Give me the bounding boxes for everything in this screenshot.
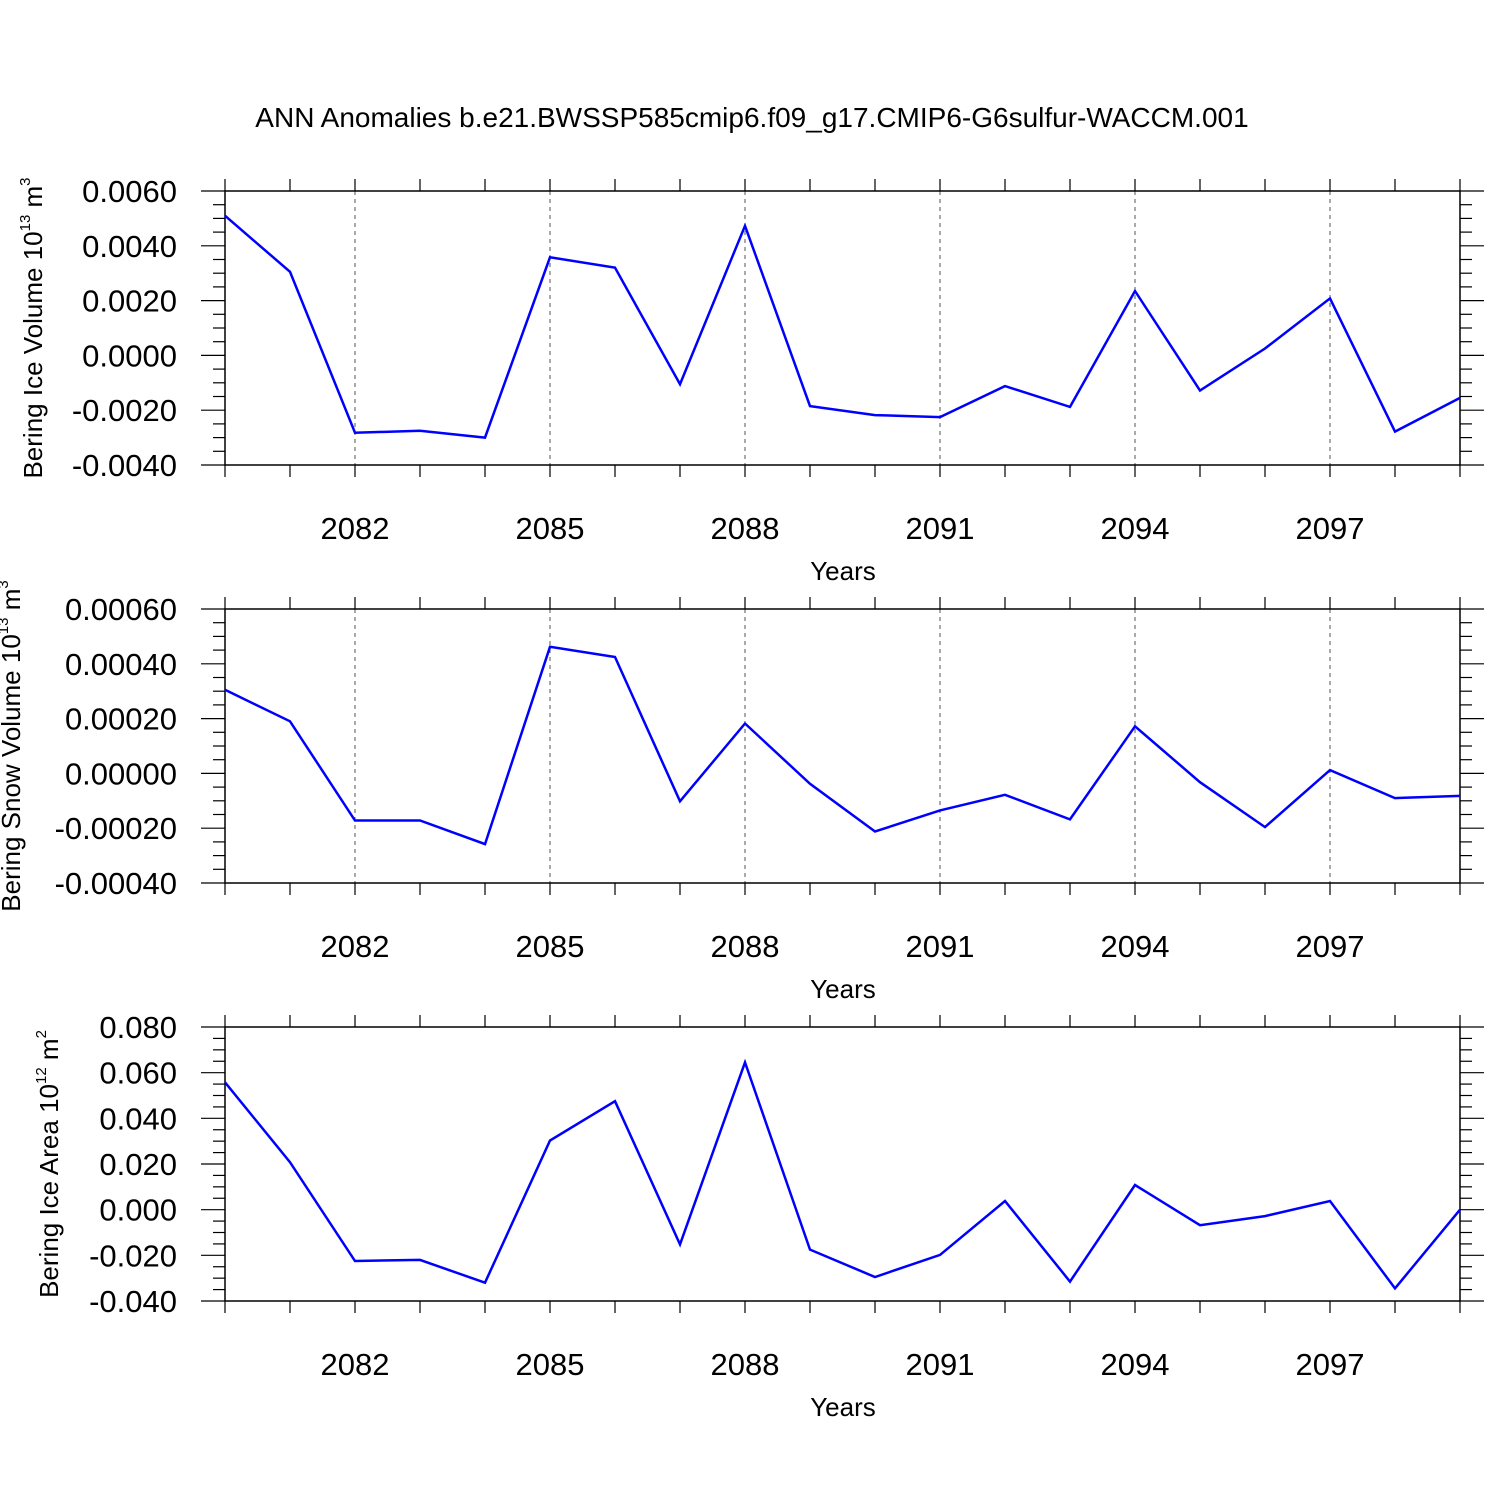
x-tick-label: 2088: [711, 511, 780, 546]
y-tick-label: 0.000: [99, 1193, 177, 1228]
y-tick-label: -0.00040: [55, 866, 177, 901]
x-tick-label: 2094: [1101, 929, 1170, 964]
y-tick-label: -0.0040: [72, 448, 177, 483]
y-axis-label-text: Bering Ice Volume 10: [18, 231, 48, 478]
x-tick-label: 2085: [516, 1347, 585, 1382]
x-tick-label: 2085: [516, 929, 585, 964]
y-tick-label: 0.00020: [65, 702, 177, 737]
y-axis-label-exponent: 13: [0, 618, 12, 635]
x-tick-label: 2094: [1101, 1347, 1170, 1382]
y-axis-label-text: Bering Snow Volume 10: [0, 634, 26, 912]
y-axis-label-unit: m: [18, 186, 48, 215]
x-tick-label: 2097: [1296, 1347, 1365, 1382]
y-tick-label: -0.00020: [55, 811, 177, 846]
x-tick-label: 2091: [906, 929, 975, 964]
figure-title: ANN Anomalies b.e21.BWSSP585cmip6.f09_g1…: [255, 102, 1248, 133]
plot-frame: [224, 1026, 1461, 1302]
y-tick-label: 0.00040: [65, 647, 177, 682]
y-tick-label: 0.0040: [82, 229, 177, 264]
chart-panel-3: -0.040 -0.020 0.000 0.020 0.040 0.060 0.080 208…: [33, 1010, 1484, 1422]
series-line: [224, 645, 1461, 846]
x-axis-label: Years: [810, 974, 876, 1004]
plot-frame: [224, 608, 1461, 884]
x-tick-label: 2097: [1296, 929, 1365, 964]
x-tick-label: 2091: [906, 511, 975, 546]
y-axis-label-unit-exponent: 3: [0, 580, 12, 588]
y-axis-label-unit: m: [0, 589, 26, 618]
x-axis-label: Years: [810, 1392, 876, 1422]
x-tick-label: 2091: [906, 1347, 975, 1382]
x-tick-label: 2082: [321, 929, 390, 964]
x-tick-label: 2082: [321, 511, 390, 546]
series-line: [224, 214, 1461, 439]
y-tick-label: -0.040: [89, 1284, 177, 1319]
y-axis-label-exponent: 13: [17, 215, 34, 232]
panels: -0.0040-0.00200.00000.00200.00400.006020…: [0, 174, 1484, 1422]
y-tick-label: 0.0000: [82, 338, 177, 373]
y-tick-label: 0.00000: [65, 756, 177, 791]
y-axis-label: Bering Snow Volume 1013 m3: [0, 580, 26, 911]
x-axis-label: Years: [810, 556, 876, 586]
y-tick-label: -0.0020: [72, 393, 177, 428]
x-tick-label: 2094: [1101, 511, 1170, 546]
y-axis-label-unit-exponent: 3: [17, 177, 34, 185]
y-tick-label: 0.020: [99, 1147, 177, 1182]
x-tick-label: 2085: [516, 511, 585, 546]
y-axis-label-unit-exponent: 2: [33, 1030, 50, 1038]
y-axis-label: Bering Ice Volume 1013 m3: [17, 177, 48, 478]
y-tick-label: 0.060: [99, 1056, 177, 1091]
y-axis-label: Bering Ice Area 1012 m2: [33, 1030, 64, 1298]
y-tick-label: 0.0020: [82, 284, 177, 319]
x-tick-label: 2088: [711, 929, 780, 964]
y-tick-label: 0.040: [99, 1101, 177, 1136]
y-axis-label-text: Bering Ice Area 10: [34, 1084, 64, 1298]
y-axis-label-unit: m: [34, 1038, 64, 1067]
x-tick-label: 2088: [711, 1347, 780, 1382]
series-line: [224, 1058, 1461, 1291]
y-axis-label-exponent: 12: [33, 1067, 50, 1084]
y-tick-label: 0.00060: [65, 592, 177, 627]
plot-frame: [224, 190, 1461, 466]
y-tick-label: 0.0060: [82, 174, 177, 209]
y-tick-label: 0.080: [99, 1010, 177, 1045]
chart-panel-2: -0.00040 -0.00020 0.00000 0.00020 0.00040 0.0…: [0, 580, 1484, 1004]
x-tick-label: 2082: [321, 1347, 390, 1382]
y-tick-label: -0.020: [89, 1238, 177, 1273]
x-tick-label: 2097: [1296, 511, 1365, 546]
chart-panel-1: -0.0040 -0.0020 0.0000 0.0020 0.0040 0.0060 20…: [17, 174, 1484, 586]
